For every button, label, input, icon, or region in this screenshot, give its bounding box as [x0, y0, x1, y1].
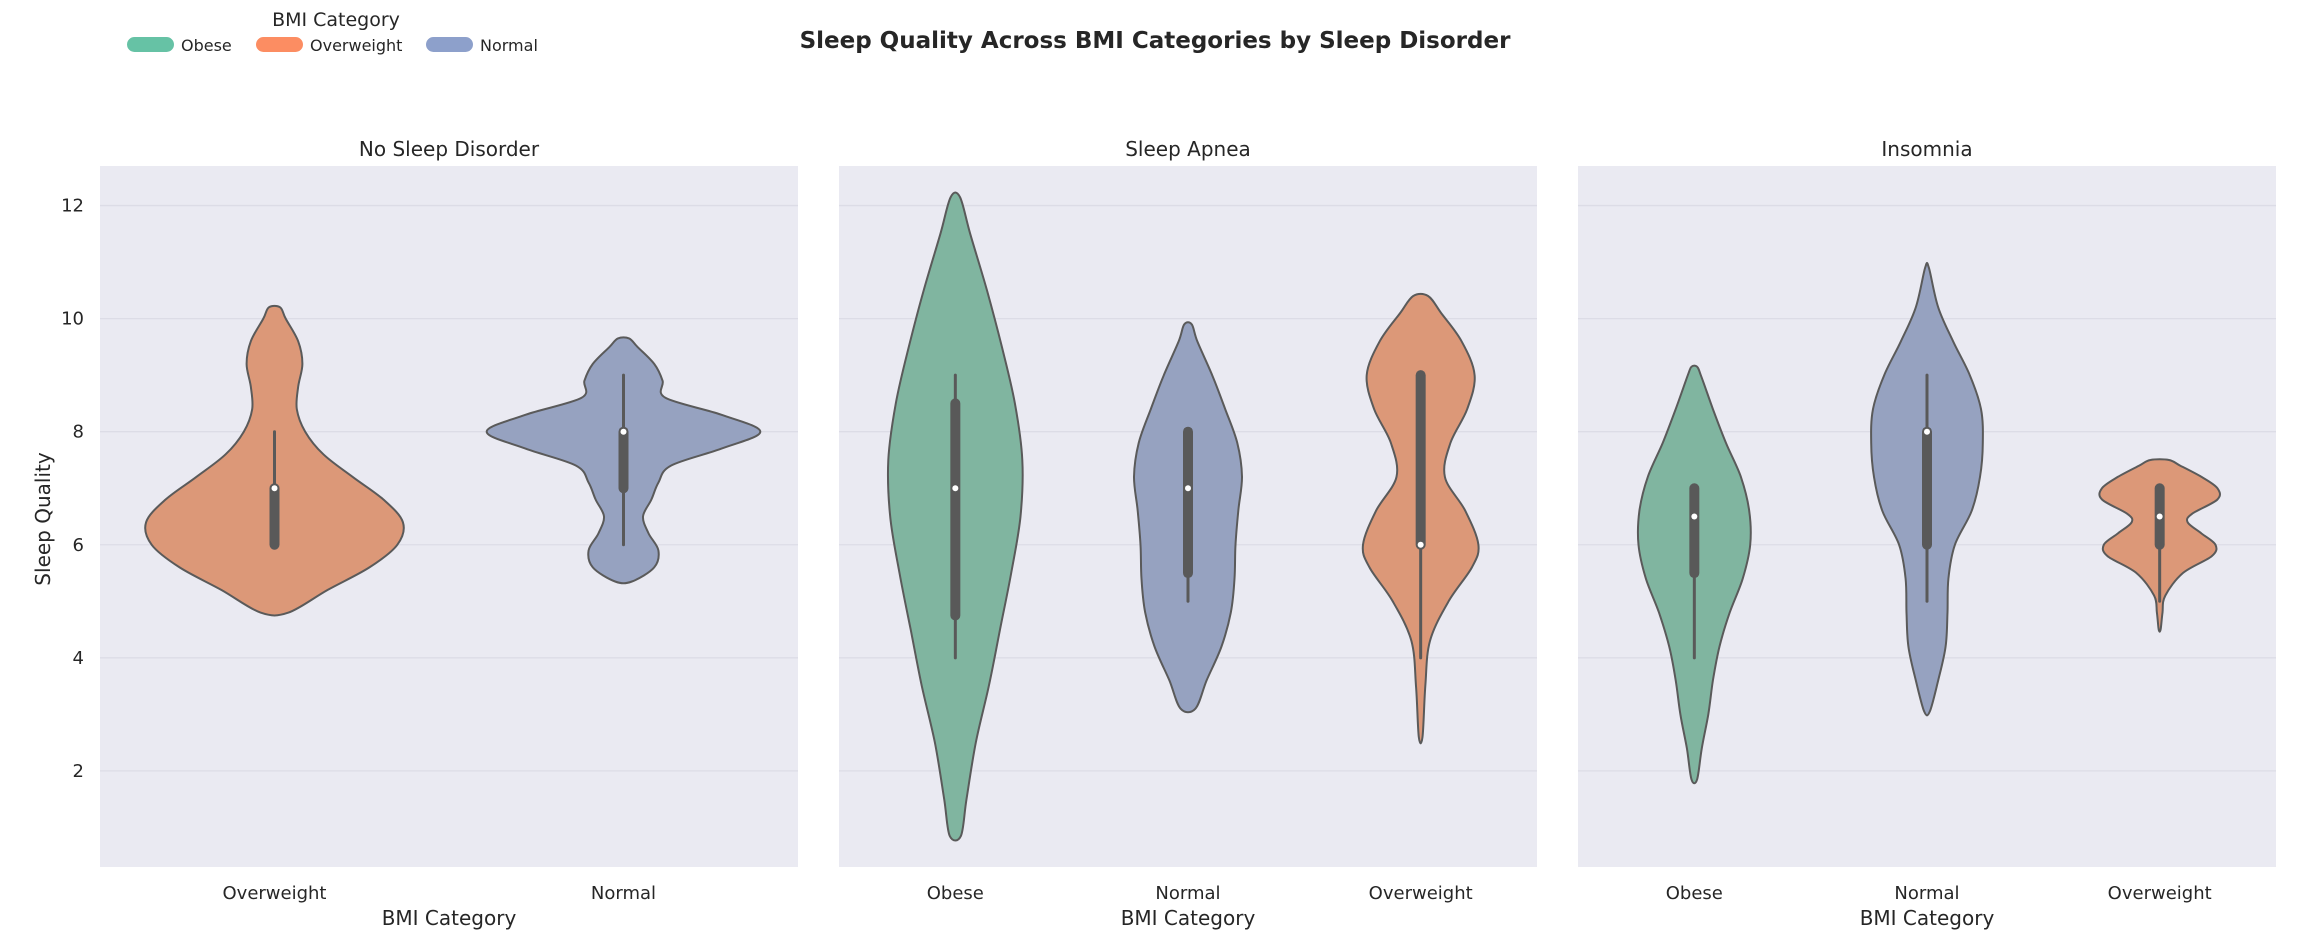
y-tick-label: 2	[73, 761, 84, 782]
panel-title: Sleep Apnea	[1125, 137, 1251, 161]
legend-swatch-overweight	[256, 37, 303, 52]
legend-label-normal: Normal	[480, 36, 538, 55]
chart-title: Sleep Quality Across BMI Categories by S…	[800, 28, 1512, 54]
facet-panels: 2 4 6 8 10 12 No Sleep Disorder Overweight Norma…	[61, 137, 2276, 930]
y-tick-label: 6	[73, 535, 84, 556]
legend-label-overweight: Overweight	[310, 36, 402, 55]
panel-title: Insomnia	[1881, 137, 1972, 161]
x-axis-label: BMI Category	[1860, 906, 1995, 930]
median-marker	[1691, 513, 1698, 520]
median-marker	[952, 485, 959, 492]
y-tick-label: 8	[73, 422, 84, 443]
x-axis-label: BMI Category	[1121, 906, 1256, 930]
x-tick-label: Obese	[1666, 883, 1723, 904]
y-axis-label: Sleep Quality	[31, 452, 55, 586]
x-tick-label: Overweight	[223, 883, 327, 904]
y-tick-label: 4	[73, 648, 84, 669]
legend: BMI Category Obese Overweight Normal	[127, 9, 538, 55]
legend-swatch-obese	[127, 37, 174, 52]
x-tick-label: Normal	[591, 883, 656, 904]
median-marker	[1185, 485, 1191, 492]
panel-insomnia: Insomnia Obese Normal Overweight BMI Categor…	[1578, 137, 2276, 930]
y-tick-label: 12	[61, 196, 84, 217]
median-marker	[620, 428, 627, 435]
panel-title: No Sleep Disorder	[359, 137, 540, 161]
panel-no-sleep-disorder: 2 4 6 8 10 12 No Sleep Disorder Overweight Norma…	[61, 137, 798, 930]
legend-title: BMI Category	[272, 9, 400, 31]
x-tick-label: Overweight	[2108, 883, 2212, 904]
x-tick-label: Normal	[1155, 883, 1220, 904]
median-marker	[1417, 541, 1424, 548]
legend-swatch-normal	[426, 37, 473, 52]
panel-sleep-apnea: Sleep Apnea Obese Normal Overweight BMI Cate…	[839, 137, 1537, 930]
median-marker	[1924, 428, 1930, 435]
x-tick-label: Overweight	[1369, 883, 1473, 904]
median-marker	[271, 485, 278, 492]
x-tick-label: Normal	[1894, 883, 1959, 904]
x-tick-label: Obese	[927, 883, 984, 904]
x-axis-label: BMI Category	[382, 906, 517, 930]
y-tick-label: 10	[61, 309, 84, 330]
legend-label-obese: Obese	[181, 36, 232, 55]
median-marker	[2156, 513, 2163, 520]
